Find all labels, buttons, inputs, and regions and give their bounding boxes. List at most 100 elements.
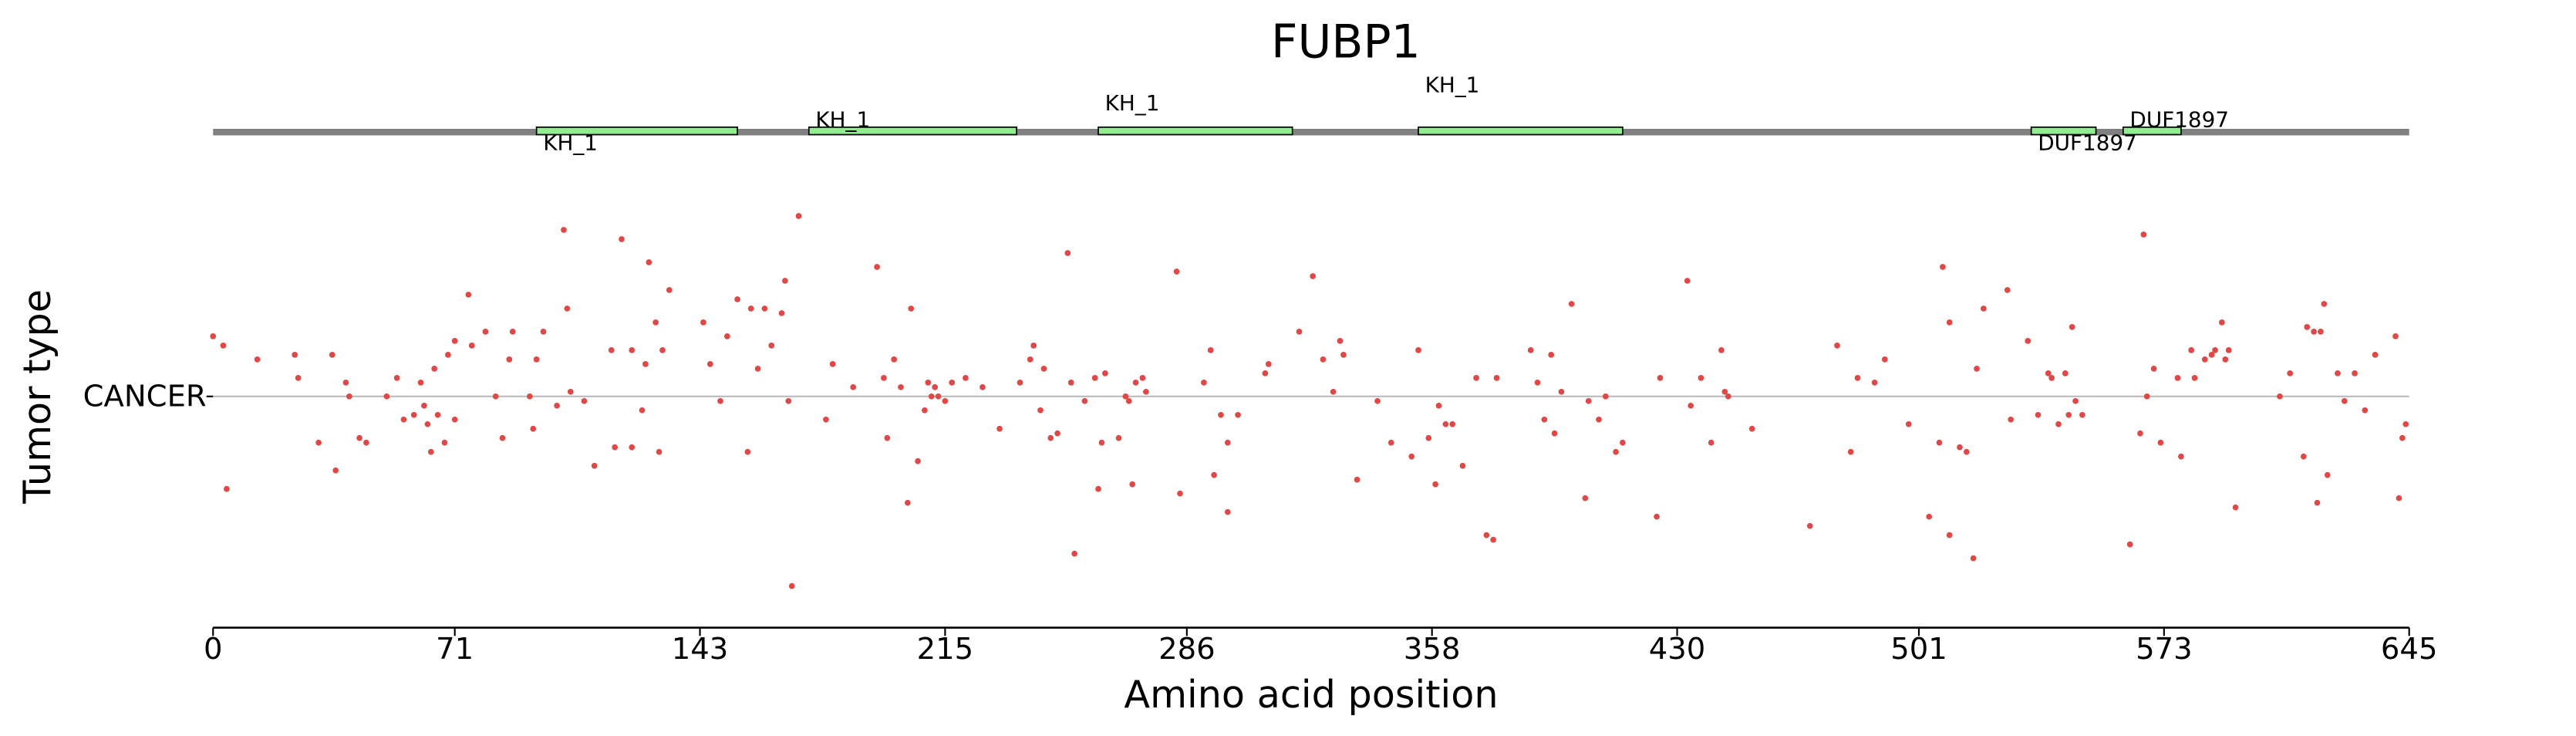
- x-tick-label: 430: [1649, 632, 1706, 667]
- domain: [808, 126, 1017, 136]
- mutation-point: [768, 343, 775, 349]
- mutation-point: [2232, 504, 2239, 511]
- mutation-point: [434, 411, 441, 418]
- mutation-point: [706, 361, 713, 367]
- mutation-point: [1568, 301, 1575, 307]
- mutation-point: [1129, 481, 1136, 488]
- mutation-point: [1725, 393, 1731, 400]
- x-tick-label: 573: [2136, 632, 2193, 667]
- mutation-point: [724, 333, 730, 339]
- mutation-point: [1122, 393, 1129, 400]
- mutation-point: [2048, 374, 2055, 381]
- mutation-point: [342, 379, 349, 386]
- mutation-point: [2314, 499, 2321, 506]
- mutation-point: [1718, 347, 1725, 353]
- mutation-point: [1425, 434, 1432, 441]
- mutation-point: [1067, 379, 1074, 386]
- mutation-point: [1030, 343, 1037, 349]
- mutation-point: [2025, 338, 2031, 344]
- mutation-point: [1527, 347, 1534, 353]
- domain-label: KH_1: [1105, 90, 1160, 116]
- domain: [2123, 126, 2182, 136]
- mutation-point: [2287, 370, 2294, 376]
- mutation-point: [2174, 374, 2181, 381]
- mutation-point: [2321, 301, 2328, 307]
- mutation-point: [561, 227, 567, 233]
- mutation-point: [642, 361, 649, 367]
- mutation-point: [656, 448, 663, 455]
- mutation-point: [1684, 278, 1691, 284]
- mutation-point: [666, 287, 673, 293]
- mutation-point: [1047, 434, 1054, 441]
- mutation-point: [646, 259, 652, 265]
- mutation-point: [891, 356, 898, 363]
- mutation-point: [1490, 536, 1497, 543]
- mutation-point: [509, 329, 516, 335]
- mutation-point: [1125, 397, 1132, 404]
- mutation-point: [629, 347, 636, 353]
- mutation-point: [2137, 430, 2143, 437]
- mutation-point: [2055, 420, 2062, 427]
- mutation-point: [874, 264, 880, 270]
- mutation-point: [942, 397, 949, 404]
- mutation-point: [2392, 333, 2399, 339]
- mutation-point: [465, 292, 472, 298]
- mutation-point: [2079, 411, 2085, 418]
- mutation-point: [363, 439, 369, 446]
- mutation-point: [533, 356, 540, 363]
- mutation-point: [2150, 366, 2157, 372]
- mutation-point: [932, 383, 939, 390]
- mutation-point: [410, 411, 417, 418]
- mutation-point: [1834, 343, 1840, 349]
- domain: [1097, 126, 1293, 136]
- mutation-point: [591, 462, 598, 469]
- mutation-point: [2126, 541, 2133, 548]
- mutation-point: [1408, 453, 1415, 460]
- mutation-point: [292, 352, 298, 358]
- domain-label: KH_1: [1425, 72, 1480, 97]
- mutation-point: [2143, 393, 2150, 400]
- mutation-point: [1224, 508, 1231, 515]
- x-tick-label: 71: [436, 632, 474, 667]
- mutation-point: [829, 361, 836, 367]
- mutation-point: [629, 444, 636, 451]
- mutation-point: [717, 397, 723, 404]
- mutation-point: [1854, 374, 1861, 381]
- mutation-point: [734, 296, 740, 302]
- mutation-point: [1970, 555, 1977, 562]
- mutation-point: [1143, 388, 1149, 395]
- mutation-point: [468, 343, 475, 349]
- x-tick-label: 215: [917, 632, 974, 667]
- mutation-point: [1698, 374, 1704, 381]
- mutation-point: [1613, 448, 1619, 455]
- mutation-point: [2222, 356, 2229, 363]
- mutation-point: [782, 278, 788, 284]
- mutation-point: [1081, 397, 1088, 404]
- mutation-point: [2208, 352, 2215, 358]
- mutation-point: [1946, 319, 1953, 326]
- mutation-point: [1688, 402, 1694, 409]
- mutation-point: [915, 457, 921, 464]
- mutation-point: [1262, 370, 1269, 376]
- mutation-point: [1905, 420, 1912, 427]
- mutation-point: [823, 416, 829, 423]
- mutation-point: [744, 448, 751, 455]
- mutation-point: [1320, 356, 1327, 363]
- mutation-point: [2399, 434, 2406, 441]
- mutation-point: [417, 379, 424, 386]
- mutation-point: [1534, 379, 1541, 386]
- mutation-point: [441, 439, 448, 446]
- mutation-point: [949, 379, 956, 386]
- mutation-point: [2212, 347, 2218, 353]
- mutation-point: [2277, 393, 2283, 400]
- mutation-point: [1582, 495, 1589, 501]
- x-tick-label: 286: [1158, 632, 1216, 667]
- mutation-point: [1585, 397, 1592, 404]
- mutation-point: [400, 416, 407, 423]
- mutation-point: [1102, 370, 1108, 376]
- mutation-point: [754, 366, 761, 372]
- mutation-point: [1387, 439, 1394, 446]
- mutation-point: [935, 393, 942, 400]
- domain-label: DUF1897: [2129, 106, 2229, 132]
